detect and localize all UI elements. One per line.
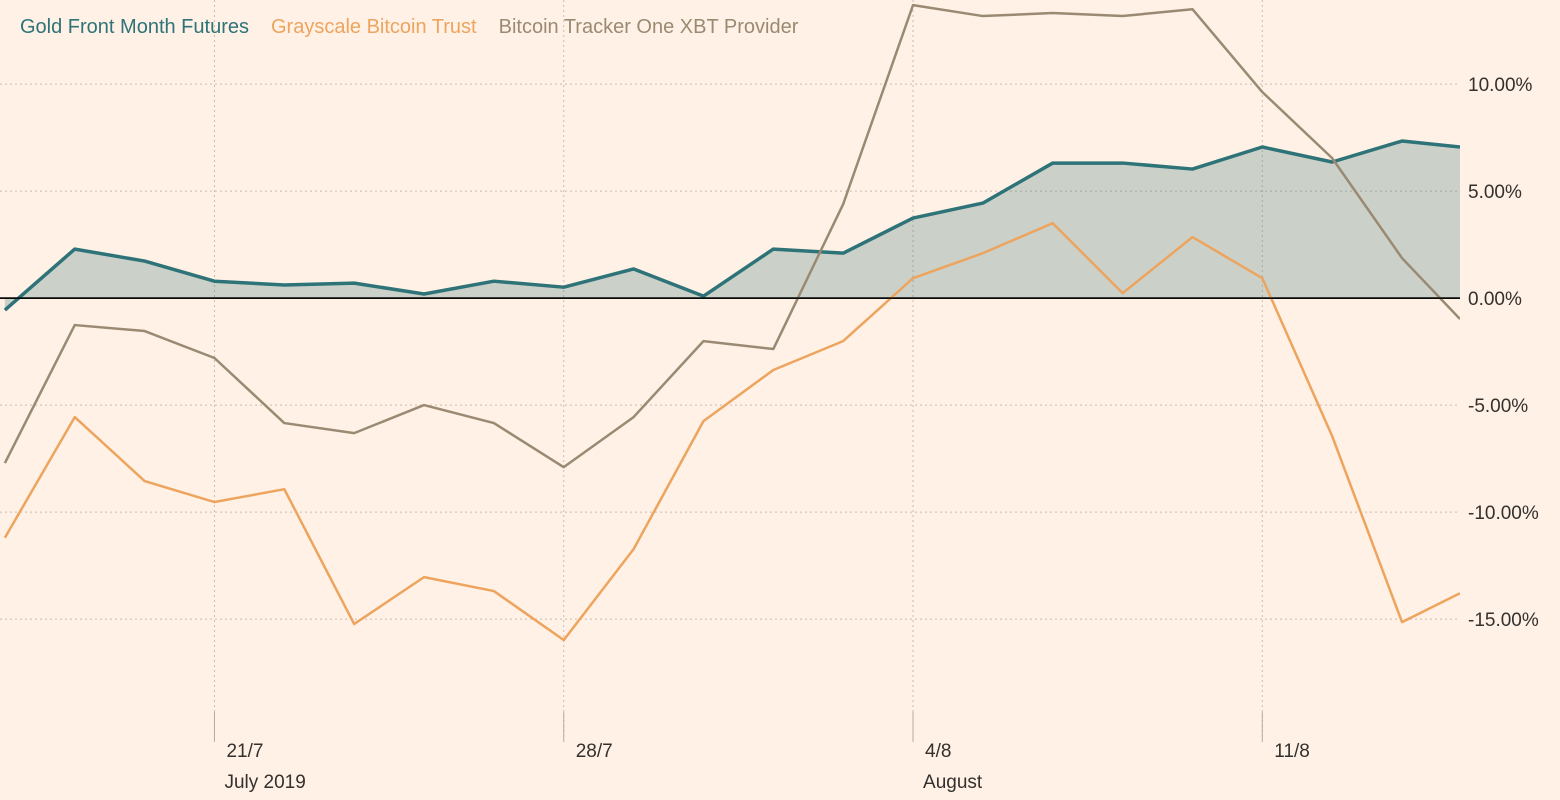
line — [3, 139, 1460, 312]
y-tick-label: 10.00% — [1468, 75, 1533, 96]
legend-item: Gold Front Month Futures — [20, 16, 249, 38]
x-tick-label: 21/7 — [226, 741, 263, 762]
line — [3, 221, 1460, 642]
y-tick-label: 5.00% — [1468, 182, 1522, 203]
line — [3, 3, 1460, 469]
x-tick-label: 4/8 — [925, 741, 951, 762]
y-tick-label: -5.00% — [1468, 396, 1528, 417]
x-tick-label: 11/8 — [1274, 741, 1310, 762]
area — [4, 141, 1460, 311]
x-tick-label: 28/7 — [576, 741, 613, 762]
legend: Gold Front Month Futures Grayscale Bitcoi… — [20, 16, 798, 39]
x-tick-sublabel: July 2019 — [224, 772, 305, 793]
legend-item: Grayscale Bitcoin Trust — [270, 16, 477, 38]
y-tick-label: 0.00% — [1468, 289, 1522, 310]
y-tick-label: -15.00% — [1468, 610, 1539, 631]
plot — [3, 3, 1460, 642]
legend-item: Bitcoin Tracker One XBT Provider — [498, 16, 799, 38]
y-tick-label: -10.00% — [1468, 503, 1539, 524]
x-tick-sublabel: August — [923, 772, 983, 793]
